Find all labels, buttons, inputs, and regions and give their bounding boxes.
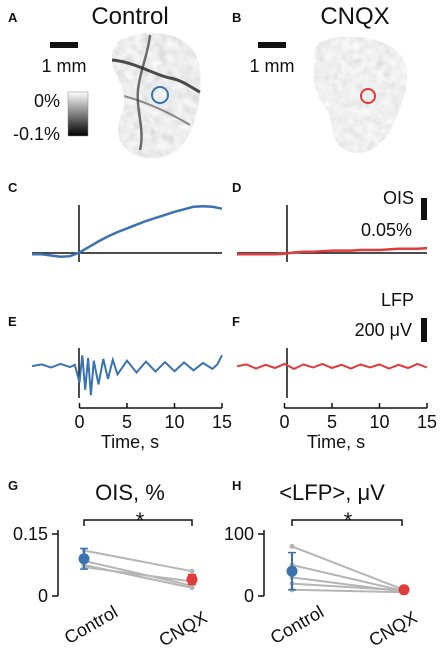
paired-dots <box>286 543 410 596</box>
mean-point <box>398 584 410 596</box>
panel-h: H <LFP>, μV 100 0 * Control CNQX <box>224 478 421 650</box>
panel-letter: F <box>232 314 240 329</box>
time-axis-label: Time, s <box>101 432 159 452</box>
paired-line <box>83 566 193 583</box>
roi-marker <box>360 88 376 104</box>
paired-line <box>83 559 193 587</box>
y-tick-label: 0 <box>38 586 48 606</box>
x-tick-label: 0 <box>74 412 84 432</box>
paired-line <box>291 564 405 593</box>
x-category-label: CNQX <box>365 607 420 650</box>
panel-e: E <box>8 314 223 398</box>
panel-title: OIS, % <box>95 480 165 505</box>
y-tick-label: 0 <box>244 586 254 606</box>
paired-line <box>83 549 193 573</box>
colorbar-bottom-label: -0.1% <box>13 124 60 144</box>
panel-f: F LFP 200 μV <box>232 290 428 398</box>
scale-bar-label: 1 mm <box>250 56 295 76</box>
x-category-label: Control <box>61 602 121 648</box>
x-tick-label: 15 <box>417 412 437 432</box>
x-tick-label: 5 <box>122 412 132 432</box>
ois-trace-control <box>32 204 223 259</box>
significance-bracket <box>291 519 403 526</box>
scale-label-ois: OIS <box>383 188 414 208</box>
panel-b: B CNQX 1 mm <box>232 3 408 154</box>
panel-letter: C <box>8 180 18 195</box>
paired-line <box>291 582 405 592</box>
panel-letter: E <box>8 314 17 329</box>
panel-letter: D <box>232 180 241 195</box>
ois-trace-cnqx <box>237 246 428 256</box>
scale-label-ois-value: 0.05% <box>361 220 412 240</box>
significance-star: * <box>344 508 353 533</box>
individual-point <box>189 585 195 591</box>
paired-dots <box>78 547 198 591</box>
scale-bar <box>50 42 78 48</box>
panel-letter: G <box>8 478 18 493</box>
y-tick-label: 0.15 <box>13 524 48 544</box>
panel-d: D OIS 0.05% <box>232 180 428 262</box>
significance-star: * <box>136 508 145 533</box>
panel-c: C <box>8 180 223 262</box>
paired-line <box>291 588 405 594</box>
x-tick-label: 0 <box>279 412 289 432</box>
significance-bracket <box>83 519 193 526</box>
panel-title: CNQX <box>320 3 389 30</box>
time-axis-left: 0 5 10 15 <box>74 403 232 432</box>
panel-title: <LFP>, μV <box>279 480 385 505</box>
lfp-trace-cnqx <box>236 362 428 371</box>
y-tick-label: 100 <box>224 524 254 544</box>
mean-point <box>186 573 198 585</box>
lfp-scale-bar <box>421 318 427 342</box>
scale-bar-label: 1 mm <box>42 56 87 76</box>
individual-point <box>189 568 195 574</box>
x-tick-label: 5 <box>327 412 337 432</box>
ois-scale-bar <box>421 198 427 220</box>
panel-letter: A <box>8 10 18 25</box>
panel-g: G OIS, % 0.15 0 * Control CNQX <box>8 478 211 650</box>
x-category-label: CNQX <box>155 607 210 650</box>
x-tick-label: 15 <box>212 412 232 432</box>
time-axis-right: 0 5 10 15 <box>279 403 437 432</box>
x-tick-label: 10 <box>164 412 184 432</box>
panel-letter: H <box>232 478 241 493</box>
mean-point <box>286 565 298 577</box>
scale-label-lfp-value: 200 μV <box>355 320 412 340</box>
scale-bar <box>258 42 286 48</box>
paired-line <box>291 545 405 591</box>
brain-image-control <box>111 33 201 159</box>
x-tick-label: 10 <box>369 412 389 432</box>
mean-point <box>78 553 90 565</box>
colorbar <box>67 91 89 137</box>
scale-label-lfp: LFP <box>381 290 414 310</box>
brain-image-cnqx <box>313 36 408 154</box>
panel-a: A Control 1 mm 0% -0.1% <box>8 3 201 159</box>
panel-title: Control <box>91 3 168 30</box>
individual-point <box>289 543 295 549</box>
roi-marker <box>151 86 169 104</box>
colorbar-top-label: 0% <box>34 91 60 111</box>
time-axis-label: Time, s <box>307 432 365 452</box>
lfp-trace-control <box>31 354 223 396</box>
panel-letter: B <box>232 10 241 25</box>
x-category-label: Control <box>267 602 327 648</box>
